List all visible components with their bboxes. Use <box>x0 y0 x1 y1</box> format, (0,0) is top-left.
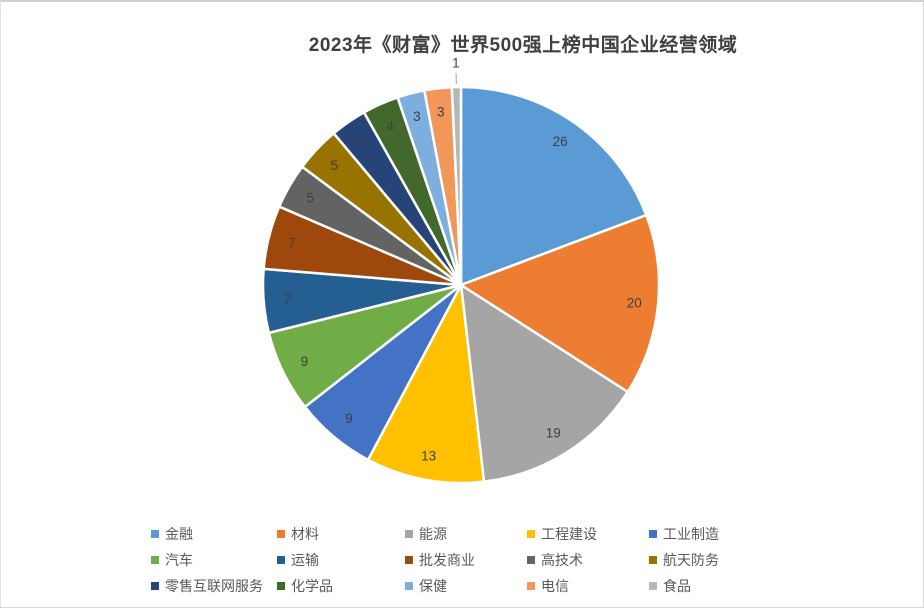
slice-value-label: 1 <box>452 56 460 71</box>
legend-item: 保健 <box>405 576 527 596</box>
legend-marker <box>527 530 535 538</box>
legend-marker <box>151 582 159 590</box>
legend-marker <box>277 556 285 564</box>
legend-item: 金融 <box>151 524 277 544</box>
legend-item: 能源 <box>405 524 527 544</box>
legend-marker <box>649 530 657 538</box>
slice-value-label: 7 <box>284 292 292 307</box>
slice-value-label: 5 <box>331 158 339 173</box>
legend-marker <box>151 530 159 538</box>
pie-slice <box>366 283 486 485</box>
legend-label: 汽车 <box>165 552 193 568</box>
slice-value-label: 3 <box>413 109 421 124</box>
slice-value-label: 5 <box>306 190 314 205</box>
legend-marker <box>649 556 657 564</box>
legend-label: 工程建设 <box>541 526 597 542</box>
legend-marker <box>405 530 413 538</box>
legend-item: 化学品 <box>277 576 405 596</box>
legend-label: 材料 <box>291 526 319 542</box>
legend-label: 保健 <box>419 578 447 594</box>
legend-label: 能源 <box>419 526 447 542</box>
legend-item: 工业制造 <box>649 524 765 544</box>
legend-marker <box>527 582 535 590</box>
legend-label: 批发商业 <box>419 552 475 568</box>
pie-slice <box>450 85 463 287</box>
legend-item: 食品 <box>649 576 765 596</box>
legend-item: 工程建设 <box>527 524 649 544</box>
legend-marker <box>405 582 413 590</box>
legend-item: 航天防务 <box>649 550 765 570</box>
legend: 金融 材料 能源 工程建设 工业制造汽车 运输 批发商业 高技术 航天防务零售互联网服务 化学品 保… <box>151 521 765 599</box>
chart-title: 2023年《财富》世界500强上榜中国企业经营领域 <box>308 35 738 56</box>
legend-label: 高技术 <box>541 552 583 568</box>
legend-label: 零售互联网服务 <box>165 578 263 594</box>
slice-value-label: 20 <box>627 296 642 311</box>
legend-item: 汽车 <box>151 550 277 570</box>
legend-item: 高技术 <box>527 550 649 570</box>
legend-marker <box>649 582 657 590</box>
legend-label: 航天防务 <box>663 552 719 568</box>
slice-value-label: 4 <box>358 134 366 149</box>
legend-label: 工业制造 <box>663 526 719 542</box>
pie-slice <box>459 213 661 394</box>
legend-marker <box>277 582 285 590</box>
legend-label: 食品 <box>663 578 691 594</box>
legend-label: 金融 <box>165 526 193 542</box>
legend-label: 电信 <box>541 578 569 594</box>
legend-marker <box>277 530 285 538</box>
legend-item: 材料 <box>277 524 405 544</box>
slice-value-label: 13 <box>421 449 436 464</box>
slice-value-label: 4 <box>386 118 394 133</box>
legend-label: 化学品 <box>291 578 333 594</box>
legend-marker <box>405 556 413 564</box>
legend-item: 运输 <box>277 550 405 570</box>
legend-item: 批发商业 <box>405 550 527 570</box>
slice-value-label: 26 <box>553 134 568 149</box>
legend-marker <box>151 556 159 564</box>
legend-label: 运输 <box>291 552 319 568</box>
legend-item: 电信 <box>527 576 649 596</box>
legend-item: 零售互联网服务 <box>151 576 277 596</box>
pie-slice <box>459 283 629 483</box>
slice-value-label: 19 <box>546 425 561 440</box>
slice-value-label: 9 <box>301 354 309 369</box>
slice-value-label: 7 <box>288 235 296 250</box>
slice-value-label: 9 <box>345 411 353 426</box>
slice-value-label: 3 <box>437 104 445 119</box>
legend-marker <box>527 556 535 564</box>
pie-slice <box>459 85 648 287</box>
